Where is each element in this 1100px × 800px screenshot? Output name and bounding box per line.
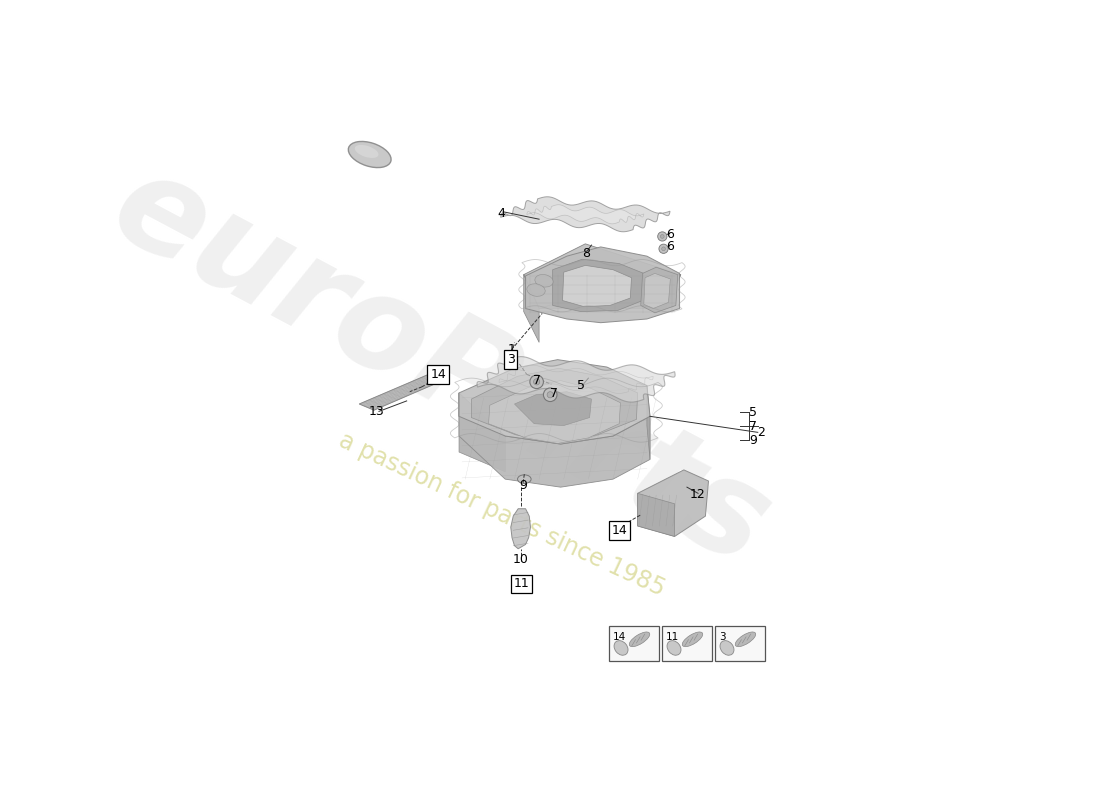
Ellipse shape [355, 145, 378, 158]
Text: 5: 5 [578, 379, 585, 392]
Polygon shape [459, 393, 505, 472]
Text: 9: 9 [519, 479, 527, 493]
Polygon shape [488, 381, 620, 443]
Text: 6: 6 [666, 228, 673, 241]
Text: 6: 6 [666, 241, 673, 254]
FancyBboxPatch shape [608, 626, 659, 662]
Ellipse shape [543, 388, 557, 402]
Ellipse shape [720, 641, 734, 655]
Ellipse shape [660, 234, 664, 238]
Ellipse shape [614, 641, 628, 655]
Text: 5: 5 [749, 406, 758, 418]
Polygon shape [526, 247, 680, 322]
Polygon shape [638, 470, 708, 537]
Text: 11: 11 [514, 578, 530, 590]
FancyBboxPatch shape [662, 626, 712, 662]
Ellipse shape [534, 378, 540, 385]
Text: 1: 1 [507, 343, 515, 356]
Polygon shape [527, 205, 644, 224]
Ellipse shape [658, 232, 667, 241]
Polygon shape [638, 494, 674, 537]
Text: 14: 14 [430, 368, 446, 381]
Ellipse shape [735, 632, 756, 646]
Text: euroParts: euroParts [91, 141, 790, 593]
Ellipse shape [659, 244, 668, 254]
Text: a passion for parts since 1985: a passion for parts since 1985 [336, 429, 669, 602]
Polygon shape [500, 197, 670, 232]
Text: 4: 4 [497, 206, 505, 219]
Ellipse shape [530, 375, 543, 389]
Text: 11: 11 [666, 632, 680, 642]
Polygon shape [459, 393, 650, 487]
FancyBboxPatch shape [715, 626, 766, 662]
Text: 8: 8 [583, 246, 591, 259]
Polygon shape [477, 357, 675, 402]
Text: 2: 2 [757, 426, 764, 439]
Text: 7: 7 [749, 420, 758, 433]
Polygon shape [360, 373, 446, 410]
Text: 10: 10 [513, 553, 529, 566]
Polygon shape [644, 274, 670, 309]
Ellipse shape [349, 142, 392, 167]
Polygon shape [510, 509, 530, 549]
Polygon shape [524, 244, 681, 309]
Ellipse shape [527, 284, 546, 296]
Polygon shape [552, 259, 644, 311]
Text: 7: 7 [532, 374, 540, 387]
Polygon shape [562, 266, 631, 306]
Text: 14: 14 [613, 632, 626, 642]
Text: 13: 13 [368, 405, 384, 418]
Text: 14: 14 [612, 524, 627, 537]
Ellipse shape [535, 274, 553, 287]
Ellipse shape [682, 632, 703, 646]
Ellipse shape [518, 475, 531, 483]
Ellipse shape [662, 247, 665, 250]
Polygon shape [524, 274, 681, 309]
Ellipse shape [547, 392, 553, 398]
Polygon shape [459, 360, 650, 444]
Polygon shape [471, 368, 638, 442]
Polygon shape [515, 392, 592, 426]
Text: 3: 3 [507, 353, 515, 366]
Polygon shape [647, 386, 650, 459]
Ellipse shape [667, 641, 681, 655]
Text: 9: 9 [749, 434, 758, 447]
Text: 3: 3 [719, 632, 726, 642]
Polygon shape [640, 267, 678, 313]
Polygon shape [524, 274, 539, 342]
Text: 7: 7 [550, 387, 558, 400]
Ellipse shape [629, 632, 650, 646]
Text: 12: 12 [690, 488, 706, 501]
